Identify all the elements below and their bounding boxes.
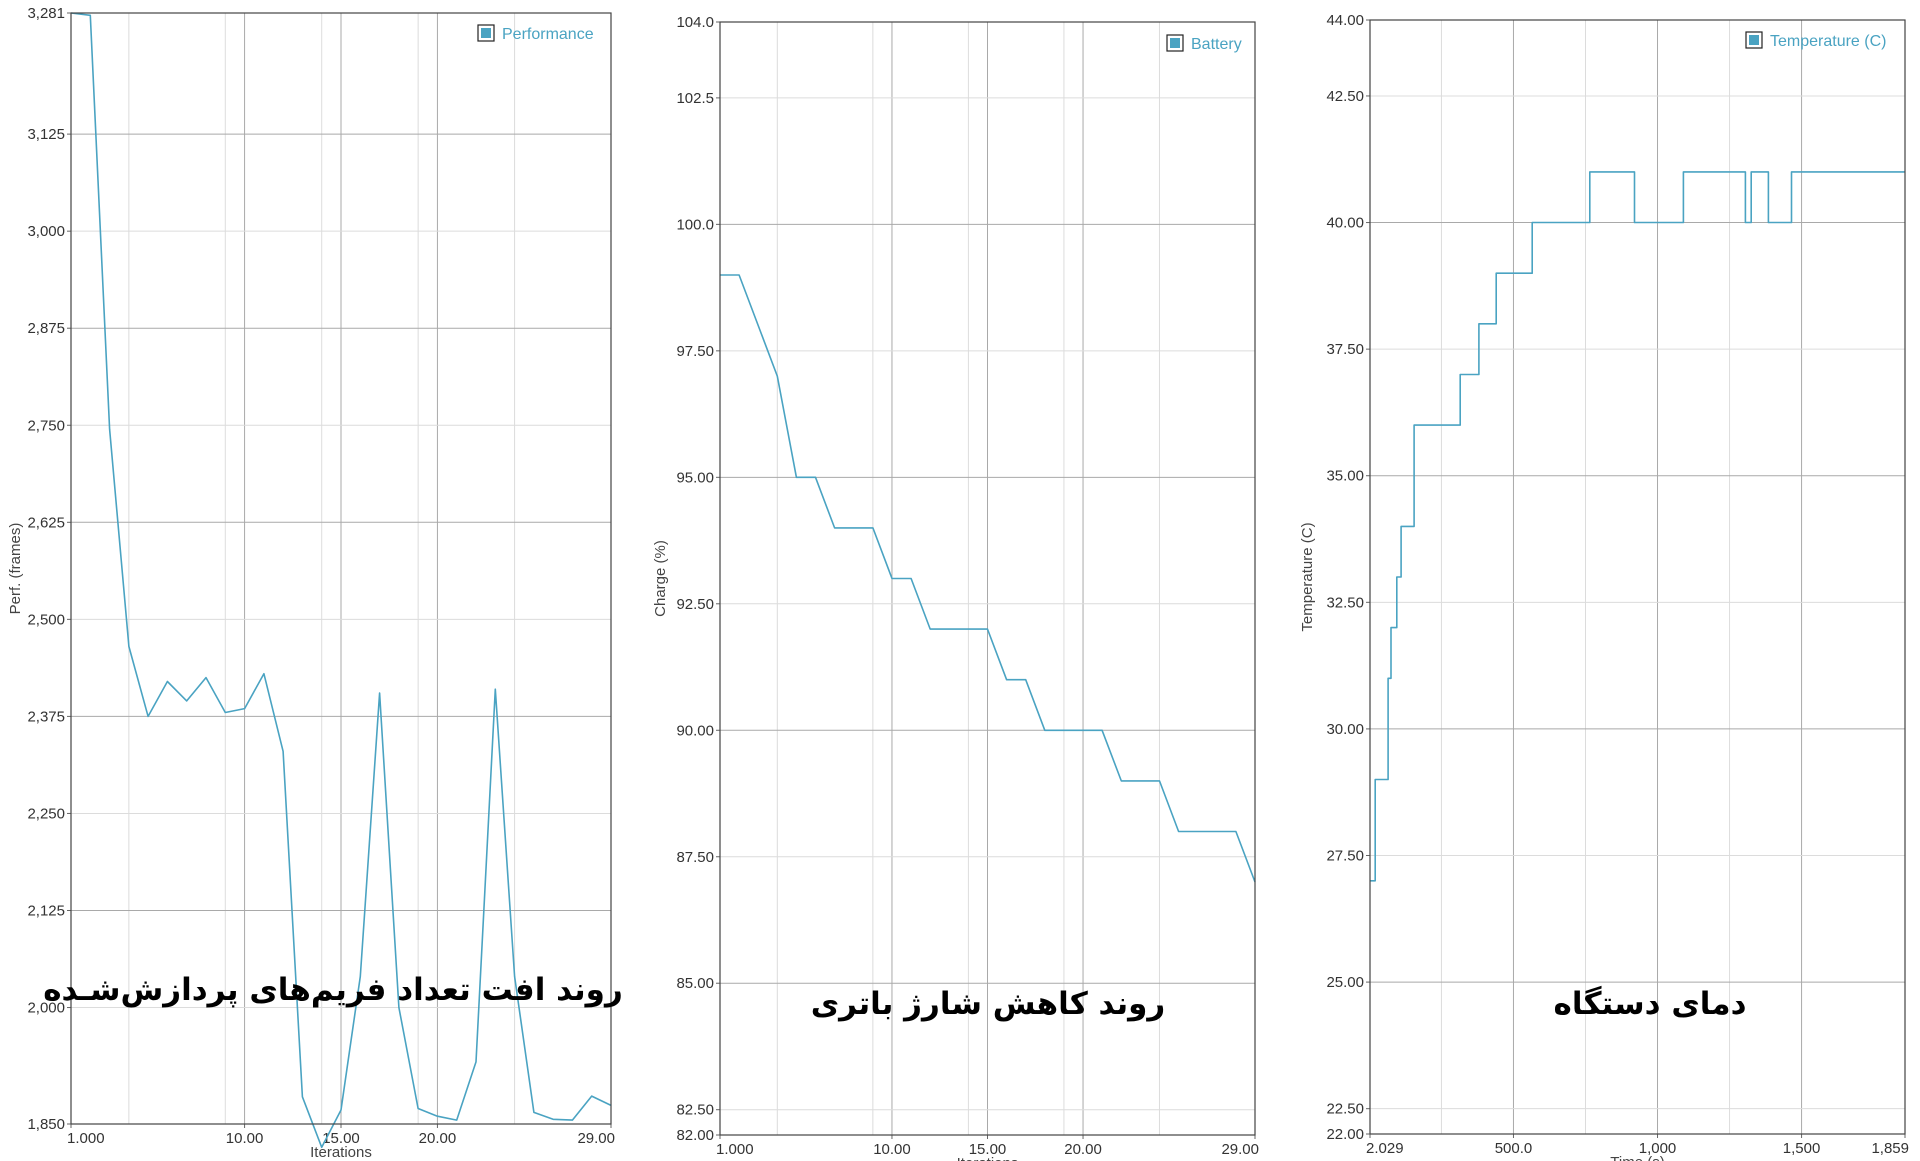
battery-plot-frame: [719, 21, 1256, 1136]
perf-overlay-caption: روند افت تعداد فریم‌های پردازش‌شـده: [43, 972, 623, 1008]
battery-y-tick-label: 85.00: [676, 975, 714, 992]
perf-series-line: [70, 12, 612, 1149]
temp-y-tick-label: 37.50: [1326, 341, 1364, 358]
temp-series-line: [1370, 171, 1905, 882]
perf-legend: Performance: [477, 24, 594, 43]
battery-x-tick-label: 10.00: [873, 1141, 911, 1158]
battery-y-axis-title: Charge (%): [652, 540, 669, 617]
temp-legend-swatch: [1749, 35, 1759, 45]
temp-x-tick-label: 1,500: [1783, 1140, 1821, 1157]
battery-y-tick-label: 87.50: [676, 849, 714, 866]
perf-legend-swatch: [481, 28, 491, 38]
battery-y-tick-label: 104.0: [676, 14, 714, 31]
battery-y-tick-label: 82.00: [676, 1127, 714, 1144]
perf-plot-frame: [70, 12, 612, 1125]
battery-series-line: [720, 274, 1256, 883]
perf-x-tick-label: 29.00: [577, 1130, 615, 1147]
temp-y-tick-label: 27.50: [1326, 848, 1364, 865]
perf-x-tick-label: 1.000: [67, 1130, 105, 1147]
temp-x-axis-title: Time (s): [1610, 1154, 1664, 1161]
battery-chart: 1.000 10.00 15.00 20.00 29.00 82.00 82.50 85.00…: [652, 14, 1259, 1161]
battery-legend-label: Battery: [1191, 36, 1242, 53]
battery-x-tick-label: 15.00: [969, 1141, 1007, 1158]
perf-legend-label: Performance: [502, 26, 594, 43]
battery-legend: Battery: [1166, 34, 1242, 53]
perf-y-tick-label: 2,750: [27, 417, 65, 434]
temp-plot-frame: [1369, 19, 1906, 1135]
temp-y-tick-label: 32.50: [1326, 594, 1364, 611]
temp-y-tick-label: 22.50: [1326, 1101, 1364, 1118]
battery-y-tick-label: 100.0: [676, 216, 714, 233]
perf-x-tick-label: 15.00: [322, 1130, 360, 1147]
temp-y-tick-label: 44.00: [1326, 12, 1364, 29]
temp-y-tick-label: 25.00: [1326, 974, 1364, 991]
temp-y-tick-label: 30.00: [1326, 721, 1364, 738]
temp-x-tick-label: 2.029: [1366, 1140, 1404, 1157]
perf-x-axis-title: Iterations: [310, 1144, 372, 1161]
temperature-chart: 2.029 500.0 1,000 1,500 1,859 22.00 22.50 25.00…: [1299, 12, 1909, 1161]
temp-y-tick-label: 40.00: [1326, 215, 1364, 232]
temp-x-tick-label: 1,000: [1639, 1140, 1677, 1157]
battery-y-tick-label: 90.00: [676, 722, 714, 739]
battery-x-tick-label: 1.000: [716, 1141, 754, 1158]
temp-legend: Temperature (C): [1745, 31, 1886, 50]
battery-legend-swatch: [1170, 38, 1180, 48]
temp-plot-area: [1370, 20, 1905, 1134]
temp-x-tick-label: 500.0: [1495, 1140, 1533, 1157]
perf-y-tick-label: 2,375: [27, 708, 65, 725]
temp-y-tick-label: 22.00: [1326, 1126, 1364, 1143]
battery-y-tick-label: 82.50: [676, 1102, 714, 1119]
temp-overlay-caption: دمای دستگاه: [1554, 985, 1747, 1022]
perf-y-tick-label: 2,875: [27, 320, 65, 337]
temp-y-tick-label: 35.00: [1326, 468, 1364, 485]
temp-x-tick-label: 1,859: [1871, 1140, 1909, 1157]
perf-y-tick-label: 3,281: [27, 5, 65, 22]
battery-x-tick-label: 20.00: [1064, 1141, 1102, 1158]
perf-y-tick-label: 2,625: [27, 514, 65, 531]
perf-y-tick-label: 2,500: [27, 611, 65, 628]
battery-y-tick-label: 102.5: [676, 90, 714, 107]
battery-y-tick-label: 92.50: [676, 596, 714, 613]
perf-y-tick-label: 2,250: [27, 805, 65, 822]
temp-y-axis-title: Temperature (C): [1299, 522, 1316, 631]
performance-chart: 1.000 10.00 15.00 20.00 29.00 1,850 2,000 2,125…: [7, 5, 623, 1161]
battery-overlay-caption: روند کاهش شارژ باتری: [811, 986, 1165, 1022]
battery-x-tick-label: 29.00: [1221, 1141, 1259, 1158]
battery-x-axis-title: Iterations: [957, 1155, 1019, 1161]
perf-y-axis-title: Perf. (frames): [7, 523, 24, 615]
perf-y-tick-label: 2,125: [27, 902, 65, 919]
perf-y-tick-label: 3,000: [27, 223, 65, 240]
battery-y-tick-label: 97.50: [676, 343, 714, 360]
perf-x-tick-label: 20.00: [419, 1130, 457, 1147]
perf-y-tick-label: 2,000: [27, 1000, 65, 1017]
temp-legend-label: Temperature (C): [1770, 33, 1886, 50]
perf-x-tick-label: 10.00: [226, 1130, 264, 1147]
perf-y-tick-label: 3,125: [27, 126, 65, 143]
battery-y-tick-label: 95.00: [676, 469, 714, 486]
perf-y-tick-label: 1,850: [27, 1116, 65, 1133]
temp-y-tick-label: 42.50: [1326, 88, 1364, 105]
